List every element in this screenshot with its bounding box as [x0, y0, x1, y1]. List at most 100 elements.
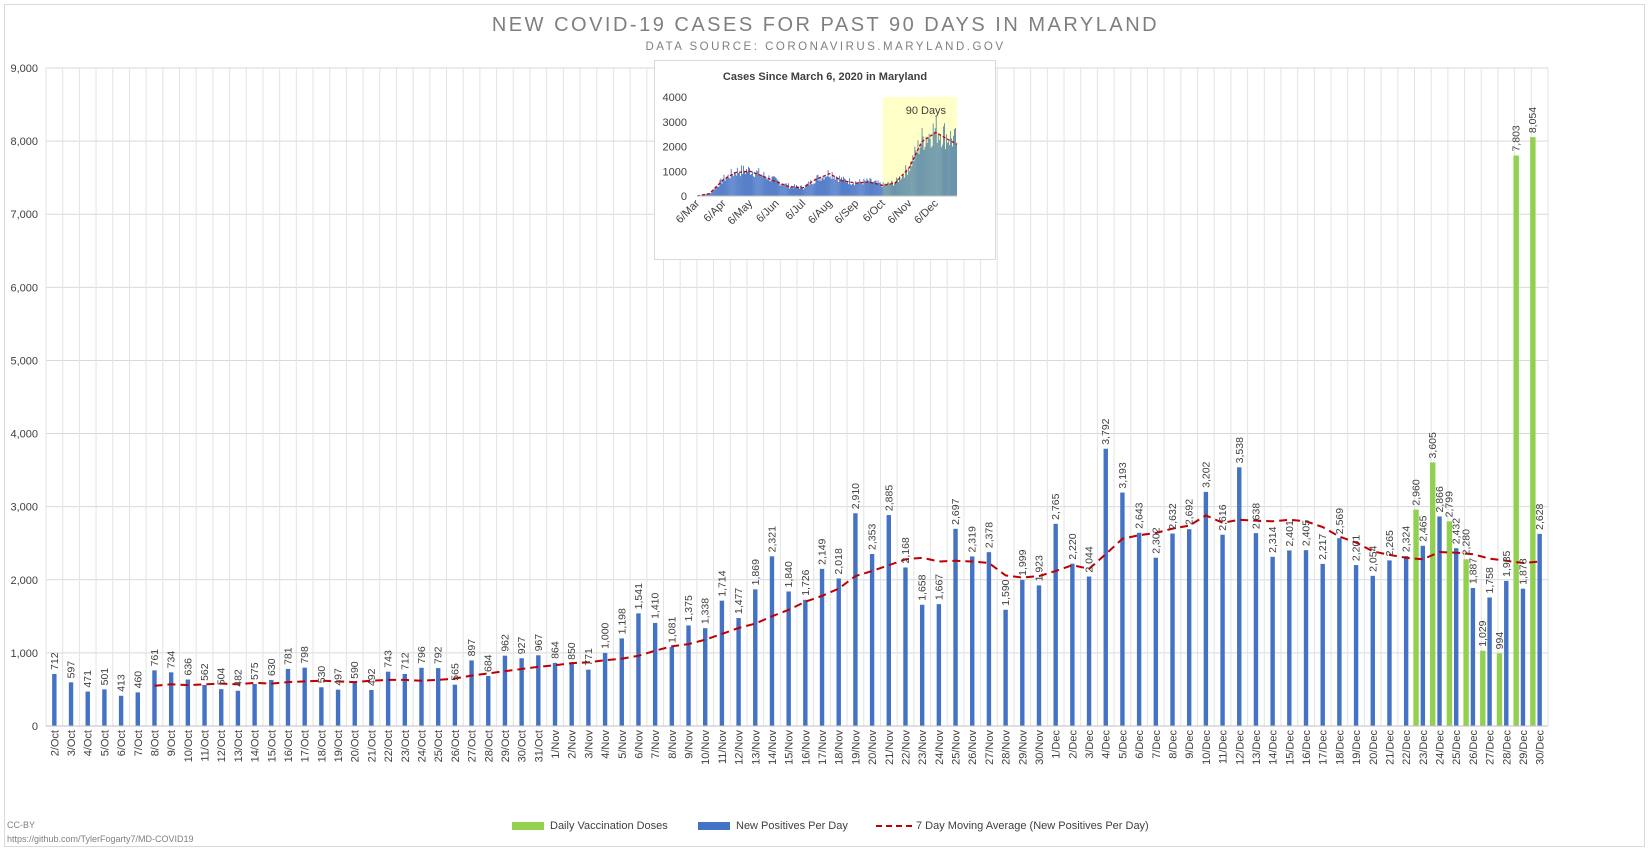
vaccination-data-label: 2,799	[1444, 491, 1456, 517]
cases-bar	[1237, 467, 1242, 726]
x-tick-label: 6/Nov	[633, 730, 645, 759]
inset-bar	[767, 179, 769, 196]
inset-bar	[904, 177, 906, 196]
cases-bar	[302, 667, 307, 726]
cases-data-label: 1,667	[933, 574, 945, 600]
inset-bar	[936, 142, 938, 196]
vaccination-bar	[1463, 559, 1469, 726]
chart-subtitle: DATA SOURCE: CORONAVIRUS.MARYLAND.GOV	[645, 41, 1006, 53]
inset-bar	[806, 184, 808, 196]
inset-bar	[737, 172, 739, 196]
inset-bar	[871, 182, 873, 196]
inset-bar	[842, 181, 843, 196]
inset-bar	[908, 169, 910, 196]
x-tick-label: 31/Oct	[533, 730, 545, 762]
cases-data-label: 1,714	[716, 570, 728, 596]
y-tick-label: 6,000	[10, 282, 38, 294]
cases-bar	[552, 662, 558, 726]
inset-bar	[759, 175, 761, 196]
x-tick-label: 4/Dec	[1101, 730, 1113, 759]
cases-bar	[536, 655, 541, 726]
cases-data-label: 2,018	[833, 548, 845, 574]
inset-bar	[837, 181, 839, 196]
cases-bar	[469, 660, 474, 726]
cases-data-label: 2,697	[950, 498, 962, 524]
vaccination-data-label: 2,960	[1410, 479, 1422, 505]
vaccination-bar	[1413, 509, 1419, 726]
cases-bar	[936, 604, 942, 726]
inset-bar	[879, 182, 881, 196]
inset-bar	[899, 176, 901, 196]
x-tick-label: 12/Oct	[216, 730, 228, 762]
inset-bar	[890, 180, 892, 196]
inset-bar	[885, 184, 887, 196]
inset-bar	[886, 182, 888, 196]
y-tick-label: 9,000	[10, 63, 38, 75]
cases-data-label: 3,193	[1117, 462, 1129, 488]
inset-bar	[768, 175, 770, 196]
inset-bar	[769, 181, 771, 196]
inset-bar	[949, 145, 951, 196]
x-tick-label: 23/Dec	[1418, 730, 1430, 765]
inset-bar	[775, 177, 777, 196]
inset-bar	[859, 179, 861, 196]
x-tick-label: 14/Dec	[1268, 730, 1280, 765]
x-tick-label: 8/Nov	[667, 730, 679, 759]
inset-bar	[746, 169, 747, 196]
inset-bar	[845, 179, 846, 196]
cases-bar	[1387, 560, 1392, 726]
vaccination-bar	[1480, 650, 1486, 726]
inset-bar	[833, 175, 835, 196]
inset-bar	[750, 174, 751, 196]
moving-average-line	[154, 514, 1540, 687]
cases-data-label: 1,887	[1467, 558, 1479, 584]
cases-bar	[1520, 588, 1526, 726]
x-tick-label: 18/Dec	[1334, 730, 1346, 765]
inset-bar	[816, 175, 818, 196]
x-tick-label: 25/Dec	[1451, 730, 1463, 765]
cases-data-label: 2,692	[1184, 499, 1196, 525]
cases-data-label: 3,538	[1234, 437, 1246, 463]
cases-data-label: 597	[66, 661, 78, 679]
inset-bar	[781, 184, 783, 196]
x-tick-label: 21/Dec	[1384, 730, 1396, 765]
inset-bar	[935, 115, 937, 196]
legend-swatch-cases	[698, 822, 730, 830]
cases-bar	[1053, 523, 1058, 726]
inset-bar	[734, 173, 736, 196]
inset-bar	[907, 174, 909, 196]
cases-bar	[252, 683, 257, 726]
inset-bar	[786, 186, 788, 196]
cases-bar	[1220, 534, 1225, 726]
cases-bar	[402, 673, 408, 726]
chart-frame	[4, 4, 1645, 847]
cases-bar	[1487, 597, 1492, 726]
cases-data-label: 1,658	[917, 574, 929, 600]
y-tick-label: 4,000	[10, 429, 38, 441]
inset-annotation: 90 Days	[906, 105, 947, 117]
inset-bar	[761, 174, 763, 196]
cases-bar	[1353, 565, 1359, 726]
cases-data-label: 927	[516, 637, 528, 655]
x-tick-label: 28/Nov	[1001, 730, 1013, 765]
cases-bar	[369, 690, 374, 726]
inset-bar	[811, 183, 813, 196]
inset-bar	[766, 179, 768, 196]
inset-bar	[854, 185, 856, 196]
inset-bar	[705, 194, 707, 196]
inset-x-tick-label: 6/Apr	[702, 197, 729, 224]
x-tick-label: 3/Nov	[583, 730, 595, 759]
inset-bar	[823, 179, 825, 196]
cases-data-label: 781	[282, 647, 294, 665]
inset-bar	[937, 133, 939, 196]
inset-bar	[850, 184, 852, 196]
cases-data-label: 492	[366, 668, 378, 686]
inset-bar	[751, 173, 752, 196]
cases-bar	[1170, 533, 1175, 726]
x-tick-label: 5/Oct	[99, 730, 111, 756]
cases-data-label: 2,168	[900, 537, 912, 563]
x-tick-label: 20/Oct	[350, 730, 362, 762]
inset-bar	[804, 188, 806, 196]
cases-data-label: 761	[149, 649, 161, 667]
cases-data-label: 1,878	[1517, 558, 1529, 584]
